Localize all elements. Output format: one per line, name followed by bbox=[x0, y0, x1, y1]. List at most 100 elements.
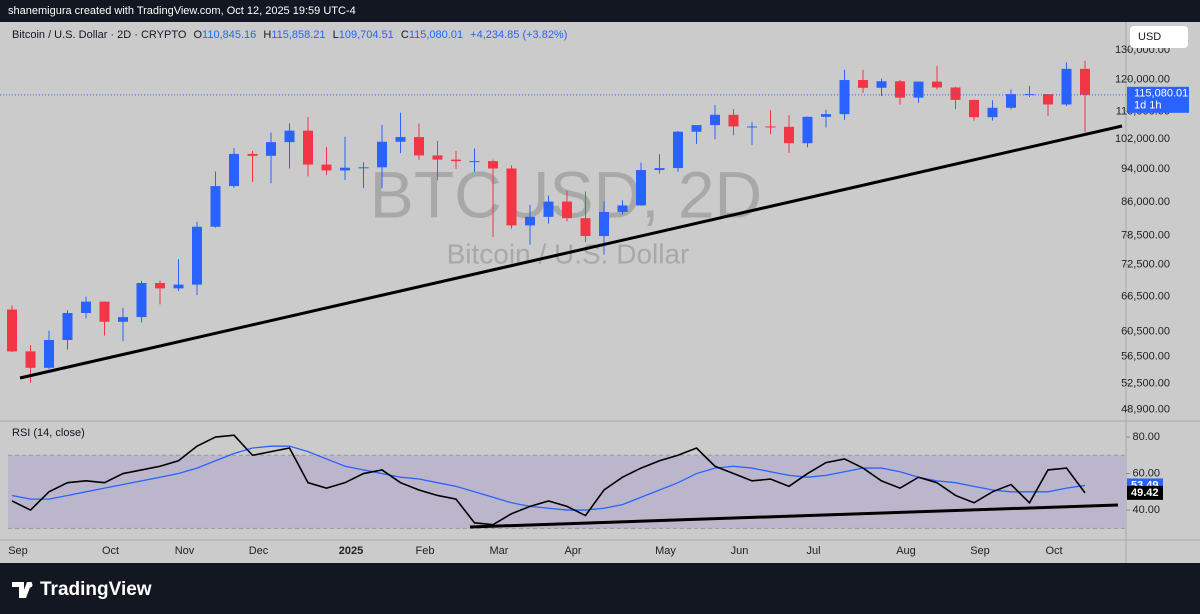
rsi-line bbox=[11, 434, 1086, 526]
candle-body bbox=[377, 141, 387, 168]
candle-body bbox=[913, 81, 924, 98]
y-tick-label: 94,000.00 bbox=[1121, 163, 1170, 175]
candle-body bbox=[691, 125, 702, 132]
x-tick-label: Oct bbox=[102, 545, 119, 557]
watermark: BTCUSD, 2D bbox=[370, 157, 762, 231]
y-tick-label: 52,500.00 bbox=[1121, 377, 1170, 389]
y-tick-label: 80.00 bbox=[1132, 431, 1160, 443]
candle-body bbox=[821, 114, 831, 117]
rsi-tag bbox=[1127, 485, 1163, 500]
candle-body bbox=[99, 301, 110, 322]
candle-body bbox=[1043, 94, 1053, 105]
candle-body bbox=[895, 81, 905, 98]
ohlc-label: L bbox=[333, 29, 339, 41]
x-tick-label: Sep bbox=[8, 545, 28, 557]
ohlc-label: O bbox=[193, 29, 202, 41]
x-tick-label: Dec bbox=[249, 545, 269, 557]
x-tick-label: Oct bbox=[1045, 545, 1062, 557]
candle-body bbox=[1061, 68, 1072, 105]
candle-body bbox=[525, 216, 535, 226]
candle-body bbox=[1080, 68, 1090, 95]
candle-body bbox=[7, 309, 17, 352]
logo-icon bbox=[12, 582, 32, 598]
candle-body bbox=[136, 283, 147, 318]
y-tick-label: 56,500.00 bbox=[1121, 350, 1170, 362]
y-tick-label: 120,000.00 bbox=[1115, 73, 1170, 85]
logo-dot bbox=[27, 582, 33, 588]
candle-body bbox=[432, 155, 443, 160]
candle-body bbox=[543, 201, 554, 217]
y-tick-label: 66,500.00 bbox=[1121, 291, 1170, 303]
x-tick-label: 2025 bbox=[339, 545, 363, 557]
caption: shanemigura created with TradingView.com… bbox=[8, 5, 356, 17]
y-tick-label: 40.00 bbox=[1132, 504, 1160, 516]
last-price-label: 115,080.01 bbox=[1134, 88, 1188, 100]
candle-body bbox=[155, 283, 165, 289]
candle-body bbox=[876, 81, 887, 88]
ohlc-label: C bbox=[401, 29, 409, 41]
x-tick-label: Mar bbox=[490, 545, 509, 557]
y-tick-label: 60.00 bbox=[1132, 467, 1160, 479]
y-tick-label: 48,900.00 bbox=[1121, 404, 1170, 416]
candle-body bbox=[580, 218, 591, 237]
candle-body bbox=[321, 164, 332, 171]
x-tick-label: May bbox=[655, 545, 676, 557]
trend-line bbox=[19, 124, 1123, 380]
candle-body bbox=[340, 167, 350, 171]
x-tick-label: Aug bbox=[896, 545, 916, 557]
candle-body bbox=[118, 317, 128, 322]
candle-body bbox=[229, 153, 239, 187]
candle-body bbox=[62, 312, 73, 340]
candle-body bbox=[950, 87, 961, 100]
candle-body bbox=[673, 131, 683, 169]
ohlc-value: 109,704.51 bbox=[339, 29, 394, 41]
rsi-value-label: 49.42 bbox=[1131, 487, 1159, 499]
candle-body bbox=[839, 80, 850, 115]
rsi-line bbox=[11, 445, 1086, 511]
countdown: 1d 1h bbox=[1134, 100, 1162, 112]
candle-body bbox=[765, 126, 776, 128]
candle-body bbox=[192, 226, 202, 285]
candle-body bbox=[173, 284, 184, 289]
price-pane bbox=[0, 22, 1126, 420]
candle-body bbox=[451, 159, 461, 162]
candle-body bbox=[358, 167, 369, 169]
candle-body bbox=[728, 114, 739, 127]
rsi-title: RSI (14, close) bbox=[12, 427, 85, 439]
candle-body bbox=[987, 107, 998, 118]
ohlc-value: 115,858.21 bbox=[271, 29, 325, 41]
symbol: Bitcoin / U.S. Dollar · 2D · CRYPTO bbox=[12, 29, 187, 41]
candle-body bbox=[81, 301, 91, 313]
ohlc-value: 110,845.16 bbox=[202, 29, 256, 41]
y-tick-label: 72,500.00 bbox=[1121, 259, 1170, 271]
currency-button[interactable] bbox=[1130, 26, 1188, 48]
candle-body bbox=[654, 168, 665, 171]
candle-body bbox=[303, 130, 313, 165]
candle-body bbox=[488, 161, 498, 169]
candle-body bbox=[932, 81, 942, 88]
currency[interactable]: USD bbox=[1138, 31, 1161, 43]
candle-body bbox=[414, 137, 424, 156]
candle-body bbox=[210, 186, 221, 227]
x-tick-label: Apr bbox=[564, 545, 581, 557]
last-price-tag bbox=[1127, 86, 1189, 113]
x-tick-label: Sep bbox=[970, 545, 990, 557]
legend: Bitcoin / U.S. Dollar · 2D · CRYPTO O110… bbox=[12, 29, 567, 41]
candle-body bbox=[1006, 94, 1016, 108]
candle-body bbox=[44, 339, 54, 368]
x-tick-label: Nov bbox=[175, 545, 195, 557]
candle-body bbox=[266, 142, 276, 156]
candle-body bbox=[599, 211, 609, 237]
candle-body bbox=[802, 116, 813, 144]
candle-body bbox=[617, 205, 628, 212]
y-tick-label: 60,500.00 bbox=[1121, 325, 1170, 337]
candle-body bbox=[636, 170, 646, 206]
candle-body bbox=[747, 126, 757, 128]
y-tick-label: 86,000.00 bbox=[1121, 196, 1170, 208]
candle-body bbox=[562, 201, 572, 219]
brand: TradingView bbox=[40, 579, 152, 600]
candle-body bbox=[247, 153, 258, 156]
y-tick-label: 78,500.00 bbox=[1121, 229, 1170, 241]
y-tick-label: 102,000.00 bbox=[1115, 133, 1170, 145]
